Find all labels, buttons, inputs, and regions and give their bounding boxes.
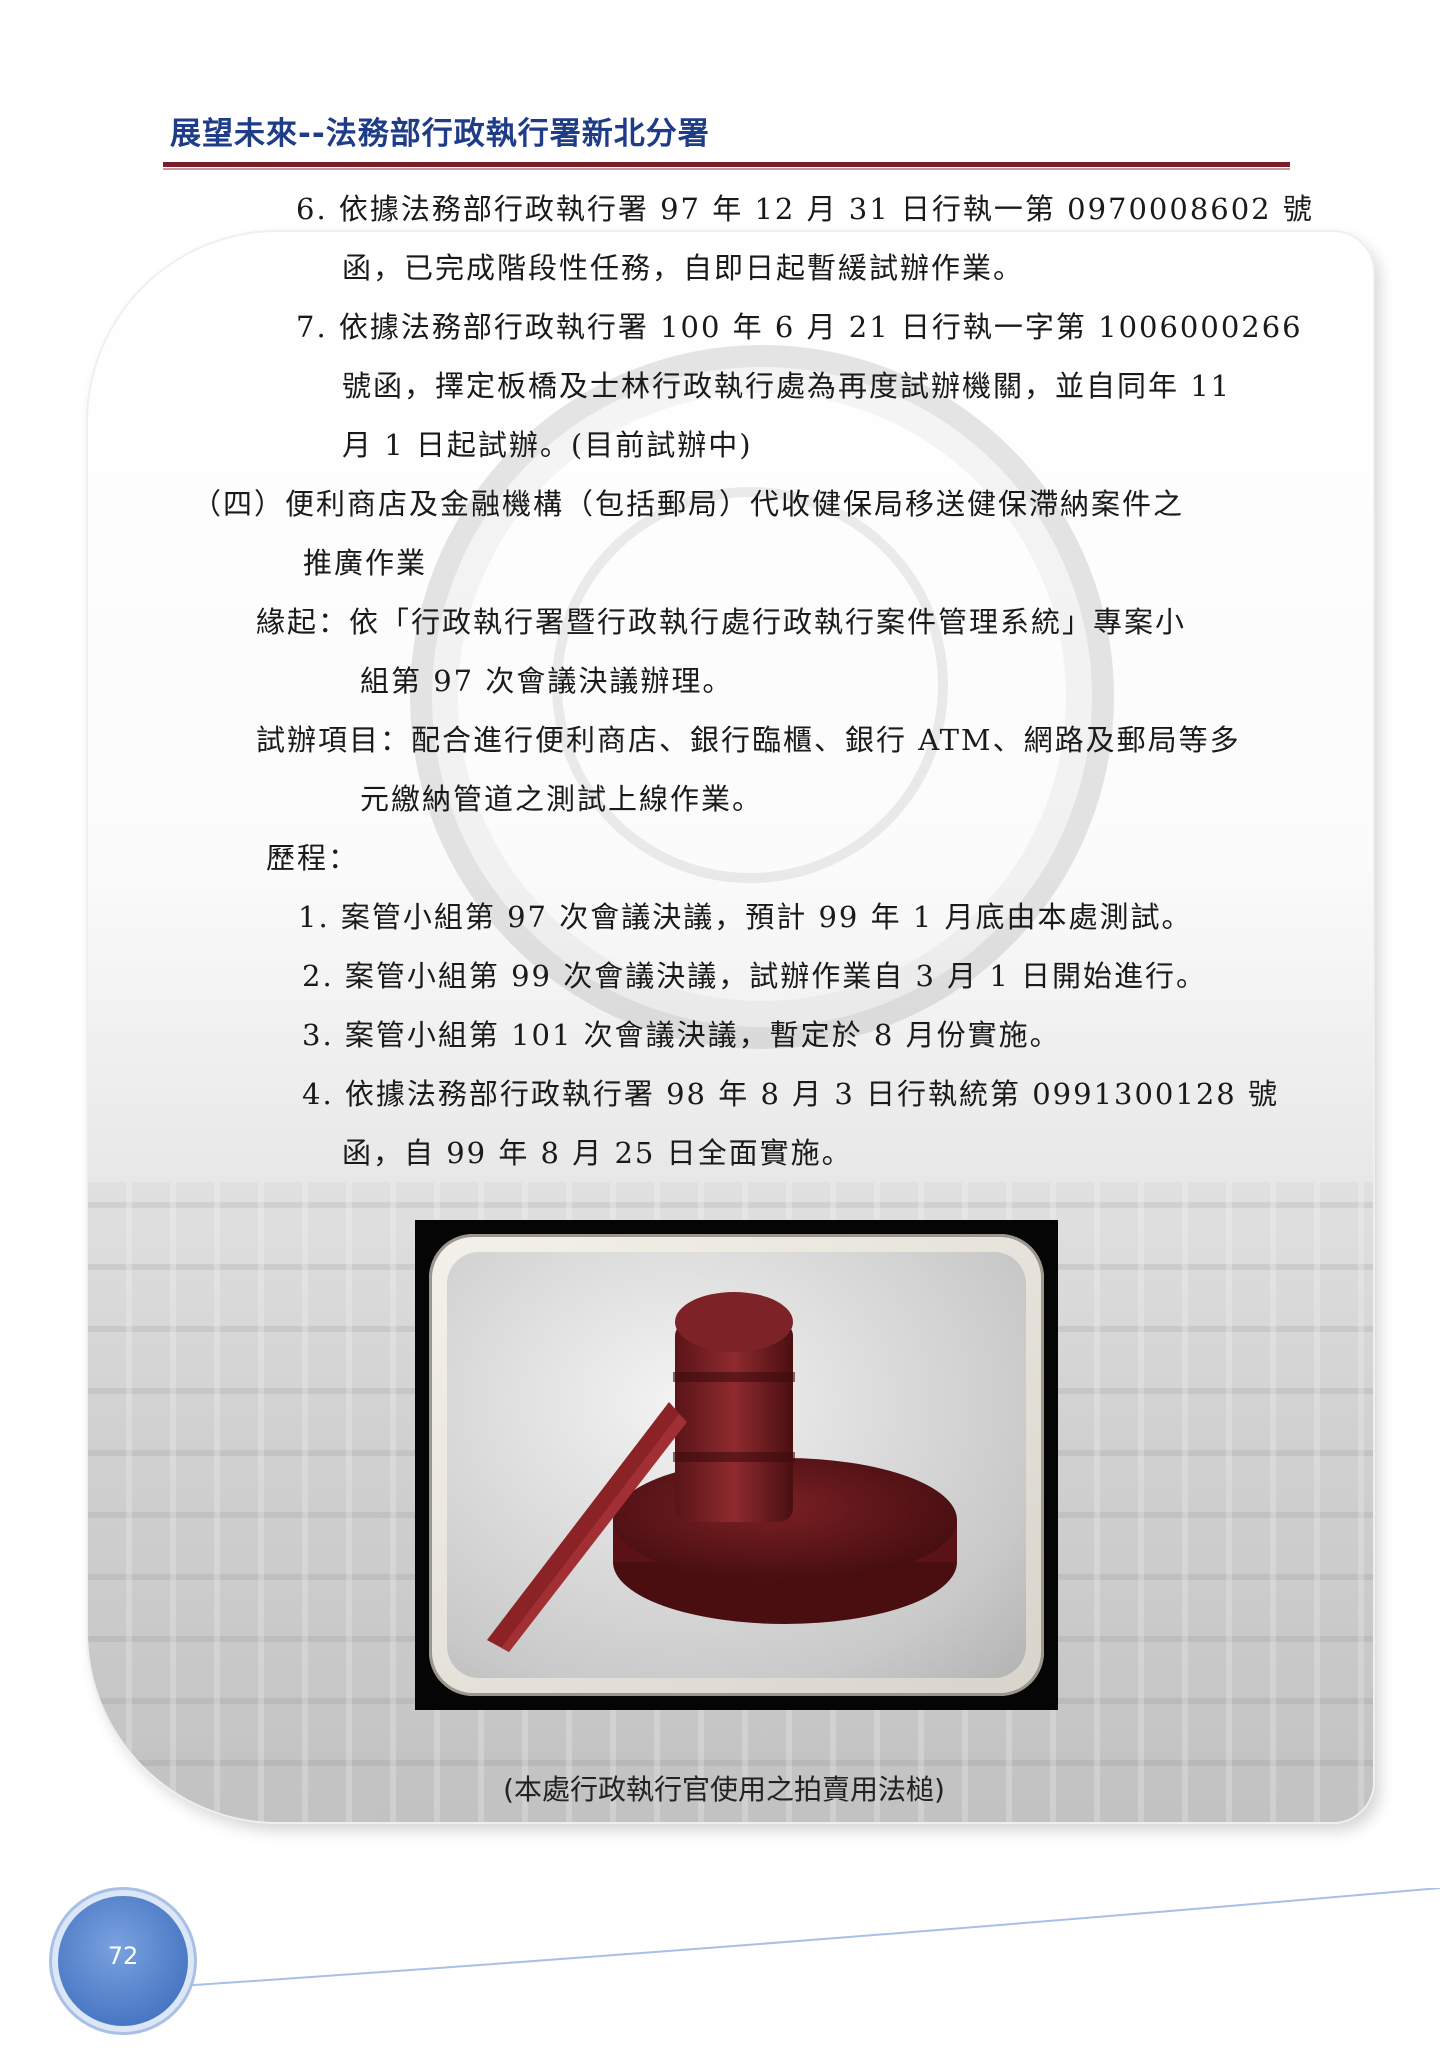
gavel-icon [487, 1292, 957, 1652]
history-item-3: 3. 案管小組第 101 次會議決議，暫定於 8 月份實施。 [302, 1018, 1061, 1052]
history-label: 歷程： [266, 841, 360, 875]
origin-line-1: 緣起：依「行政執行署暨行政執行處行政執行案件管理系統」專案小 [256, 605, 1187, 639]
section-4-heading-line-1: （四）便利商店及金融機構（包括郵局）代收健保局移送健保滯納案件之 [192, 487, 1185, 521]
list-item-7-line-3: 月 1 日起試辦。(目前試辦中) [342, 428, 753, 462]
gavel-image [447, 1252, 1026, 1678]
origin-line-2: 組第 97 次會議決議辦理。 [360, 664, 734, 698]
page-number-badge [58, 1896, 188, 2026]
history-item-4-line-2: 函，自 99 年 8 月 25 日全面實施。 [342, 1136, 853, 1170]
trial-items-line-1: 試辦項目：配合進行便利商店、銀行臨櫃、銀行 ATM、網路及郵局等多 [256, 723, 1241, 757]
photo-caption: (本處行政執行官使用之拍賣用法槌) [503, 1773, 945, 1806]
history-item-1: 1. 案管小組第 97 次會議決議，預計 99 年 1 月底由本處測試。 [298, 900, 1193, 934]
page-header-title: 展望未來--法務部行政執行署新北分署 [170, 116, 710, 152]
header-divider [163, 162, 1290, 167]
history-item-2: 2. 案管小組第 99 次會議決議，試辦作業自 3 月 1 日開始進行。 [302, 959, 1208, 993]
page-number: 72 [107, 1942, 139, 1970]
gavel-photo [415, 1220, 1058, 1710]
history-item-4-line-1: 4. 依據法務部行政執行署 98 年 8 月 3 日行執統第 099130012… [302, 1077, 1279, 1111]
trial-items-line-2: 元繳納管道之測試上線作業。 [360, 782, 764, 816]
list-item-7-line-2: 號函，擇定板橋及士林行政執行處為再度試辦機關，並自同年 11 [342, 369, 1232, 403]
list-item-6-line-1: 6. 依據法務部行政執行署 97 年 12 月 31 日行執一第 0970008… [296, 192, 1314, 226]
list-item-7-line-1: 7. 依據法務部行政執行署 100 年 6 月 21 日行執一字第 100600… [296, 310, 1303, 344]
header-divider-shadow [163, 168, 1290, 170]
list-item-6-line-2: 函，已完成階段性任務，自即日起暫緩試辦作業。 [342, 251, 1025, 285]
section-4-heading-line-2: 推廣作業 [303, 546, 428, 580]
footer-decorative-line [150, 1888, 1440, 1989]
photo-rounded-frame [429, 1234, 1044, 1696]
